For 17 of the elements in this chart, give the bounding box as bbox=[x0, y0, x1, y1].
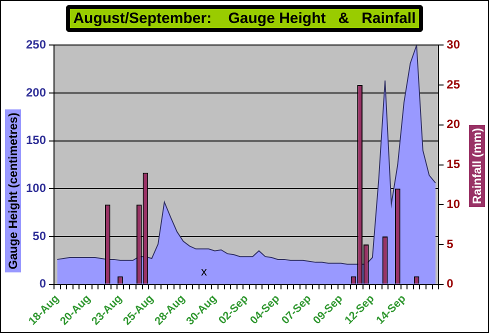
y-tick-label: 150 bbox=[26, 133, 46, 148]
y2-tick-label: 30 bbox=[446, 38, 460, 52]
y2-tick-label: 20 bbox=[446, 117, 460, 132]
y-tick-label: 50 bbox=[32, 228, 46, 243]
y2-tick-label: 5 bbox=[446, 236, 454, 251]
y2-tick-label: 25 bbox=[446, 77, 460, 92]
annotation: x bbox=[201, 264, 208, 279]
y2-axis-title: Rainfall (mm) bbox=[469, 124, 485, 208]
y-tick-label: 100 bbox=[26, 180, 46, 195]
y2-tick-label: 0 bbox=[446, 276, 454, 291]
y2-tick-label: 15 bbox=[446, 157, 460, 172]
y-axis-title: Gauge Height (centimetres) bbox=[5, 110, 21, 272]
y-tick-label: 0 bbox=[39, 276, 46, 291]
y2-tick-label: 10 bbox=[446, 196, 460, 211]
y-tick-label: 250 bbox=[26, 38, 46, 52]
chart-title: August/September: Gauge Height & Rainfall bbox=[66, 5, 423, 32]
y-tick-label: 200 bbox=[26, 85, 46, 100]
